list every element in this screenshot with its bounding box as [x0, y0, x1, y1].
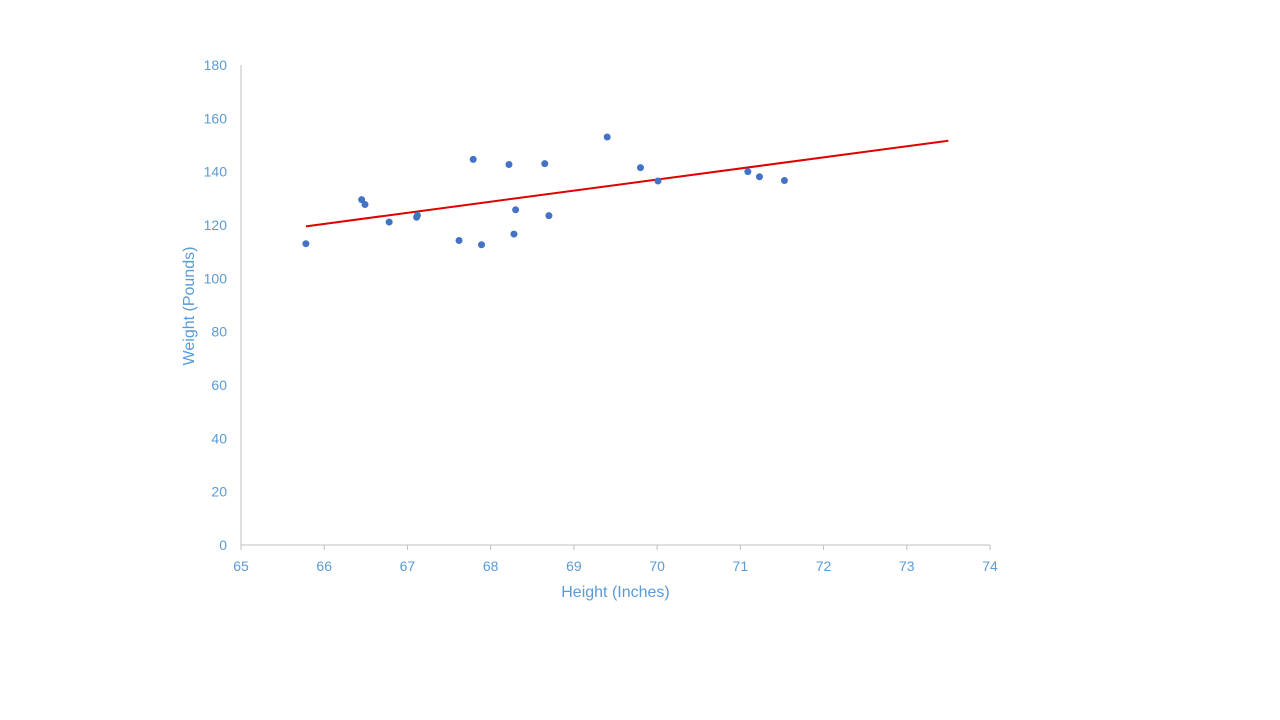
x-tick-label: 73 — [899, 558, 915, 574]
y-tick-label: 80 — [211, 324, 227, 340]
x-axis-title: Height (Inches) — [561, 584, 670, 601]
y-tick-label: 140 — [204, 164, 228, 180]
data-point — [455, 236, 463, 244]
x-tick-label: 66 — [316, 558, 332, 574]
y-tick-label: 180 — [204, 57, 228, 73]
plot-area: 65 66 67 68 69 70 71 72 73 74 0 20 40 60 80 100 120 140 16… — [204, 57, 998, 574]
x-tick-label: 70 — [649, 558, 665, 574]
x-tick-label: 72 — [816, 558, 832, 574]
y-axis-title: Weight (Pounds) — [181, 247, 198, 366]
data-point — [755, 173, 763, 181]
data-point — [302, 240, 310, 248]
y-tick-label: 20 — [211, 484, 227, 500]
data-point — [413, 213, 421, 221]
y-tick-label: 60 — [211, 377, 227, 393]
data-point — [636, 164, 644, 172]
trendline — [305, 139, 949, 228]
data-point — [654, 177, 662, 185]
data-point — [469, 155, 477, 163]
data-point — [780, 176, 788, 184]
data-point — [478, 241, 486, 249]
x-tick-label: 74 — [982, 558, 998, 574]
data-point — [512, 206, 520, 214]
x-tick-label: 69 — [566, 558, 582, 574]
data-point — [510, 230, 518, 238]
data-point — [385, 218, 393, 226]
y-tick-label: 40 — [211, 430, 227, 446]
x-tick-label: 65 — [233, 558, 249, 574]
x-tick-label: 68 — [483, 558, 499, 574]
data-point — [361, 200, 369, 208]
x-tick-label: 71 — [733, 558, 749, 574]
data-point — [541, 160, 549, 168]
data-point — [505, 160, 513, 168]
y-tick-label: 120 — [204, 217, 228, 233]
data-point — [603, 133, 611, 141]
y-tick-label: 100 — [204, 270, 228, 286]
y-tick-label: 160 — [204, 110, 228, 126]
y-tick-label: 0 — [219, 537, 227, 553]
x-tick-label: 67 — [400, 558, 416, 574]
data-point — [744, 168, 752, 176]
data-point — [545, 212, 553, 220]
